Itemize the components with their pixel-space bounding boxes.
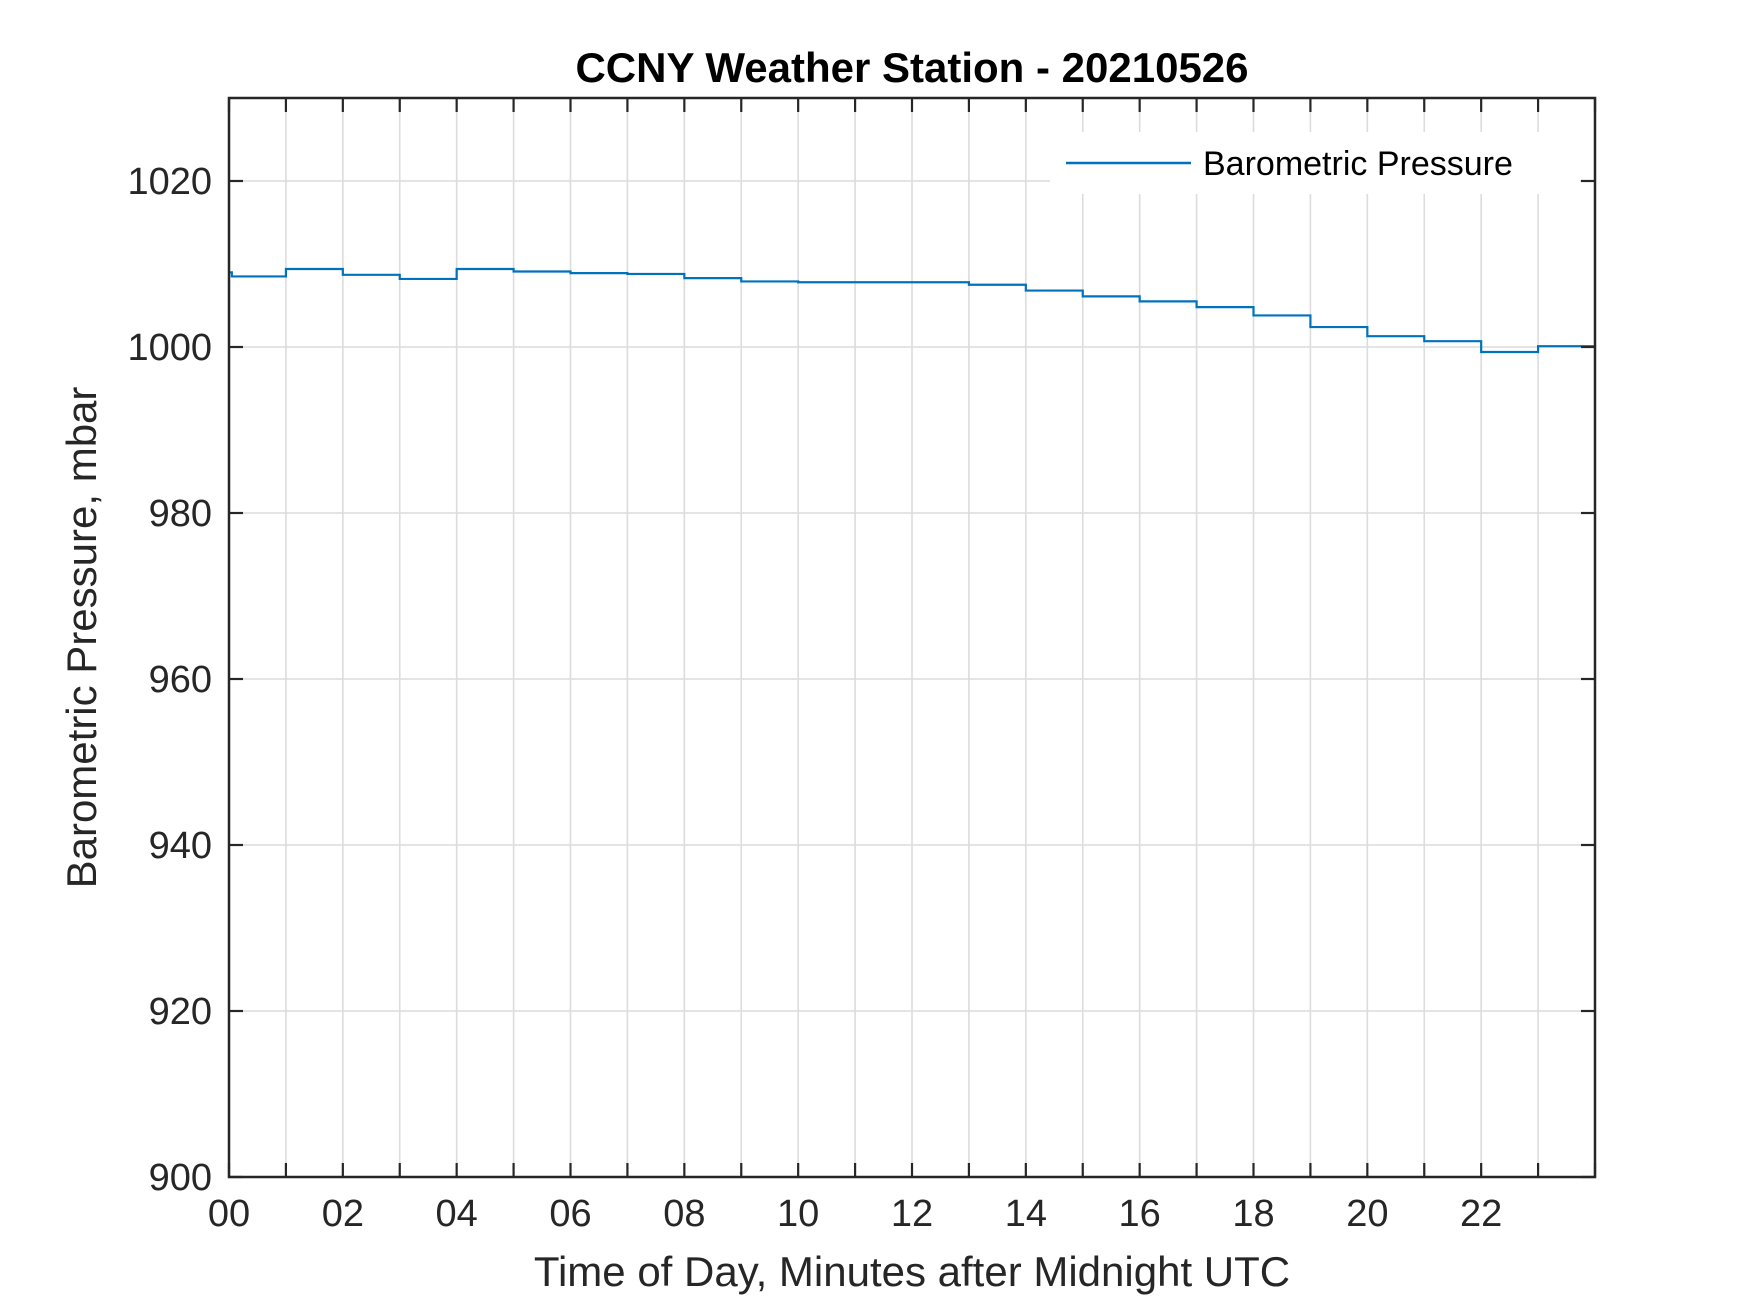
y-tick-label: 940: [149, 825, 212, 867]
x-tick-labels: 00 02 04 06 08 10 12 14 16 18 20 22: [208, 1193, 1502, 1235]
series-layer: [229, 267, 1597, 354]
x-tick-label: 12: [891, 1193, 933, 1235]
chart-title: CCNY Weather Station - 20210526: [575, 44, 1248, 91]
y-tick-label: 1020: [127, 161, 212, 203]
x-tick-label: 10: [777, 1193, 819, 1235]
x-tick-label: 06: [549, 1193, 591, 1235]
x-tick-label: 00: [208, 1193, 250, 1235]
y-tick-labels: 900 920 940 960 980 1000 1020: [127, 161, 212, 1199]
x-tick-label: 02: [322, 1193, 364, 1235]
x-tick-label: 22: [1460, 1193, 1502, 1235]
x-tick-label: 18: [1232, 1193, 1274, 1235]
x-axis-label: Time of Day, Minutes after Midnight UTC: [534, 1248, 1290, 1295]
y-tick-label: 980: [149, 493, 212, 535]
x-tick-label: 08: [663, 1193, 705, 1235]
x-tick-label: 16: [1119, 1193, 1161, 1235]
legend-label-barometric-pressure: Barometric Pressure: [1203, 145, 1513, 183]
y-tick-label: 900: [149, 1157, 212, 1199]
y-tick-label: 1000: [127, 327, 212, 369]
x-tick-label: 04: [436, 1193, 478, 1235]
y-tick-label: 960: [149, 659, 212, 701]
plot-border: [227, 96, 1597, 1179]
x-tick-label: 14: [1005, 1193, 1047, 1235]
y-tick-label: 920: [149, 991, 212, 1033]
legend: Barometric Pressure: [1050, 132, 1580, 194]
series-line-barometric-pressure: [229, 267, 1597, 354]
y-axis-label: Barometric Pressure, mbar: [58, 387, 105, 889]
x-tick-label: 20: [1346, 1193, 1388, 1235]
